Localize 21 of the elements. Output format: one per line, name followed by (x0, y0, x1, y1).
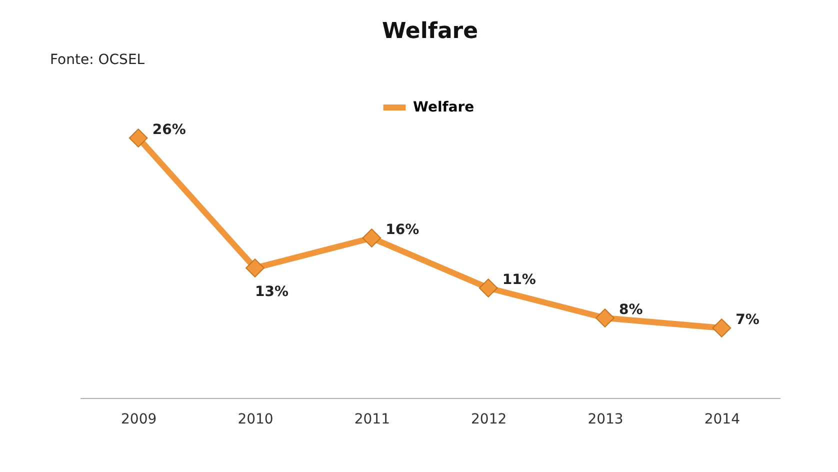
point (712, 318, 732, 338)
x-tick-label: 2014 (704, 412, 740, 428)
point (478, 278, 498, 298)
legend-label: Welfare (413, 100, 474, 116)
data-label: 26% (152, 122, 186, 138)
x-tick-label: 2011 (354, 412, 390, 428)
x-tick-label: 2009 (121, 412, 157, 428)
data-label: 13% (255, 284, 289, 300)
x-tick-label: 2013 (588, 412, 624, 428)
point (596, 308, 614, 328)
x-tick-label: 2012 (471, 412, 507, 428)
point (246, 258, 264, 278)
source-note: Fonte: OCSEL (50, 52, 145, 68)
chart-title: Welfare (382, 19, 478, 44)
x-tick-label: 2010 (238, 412, 274, 428)
data-label: 11% (502, 272, 536, 288)
point (128, 128, 148, 148)
data-label: 7% (736, 312, 760, 328)
data-label: 16% (386, 222, 420, 238)
point (362, 228, 382, 248)
data-label: 8% (619, 302, 643, 318)
